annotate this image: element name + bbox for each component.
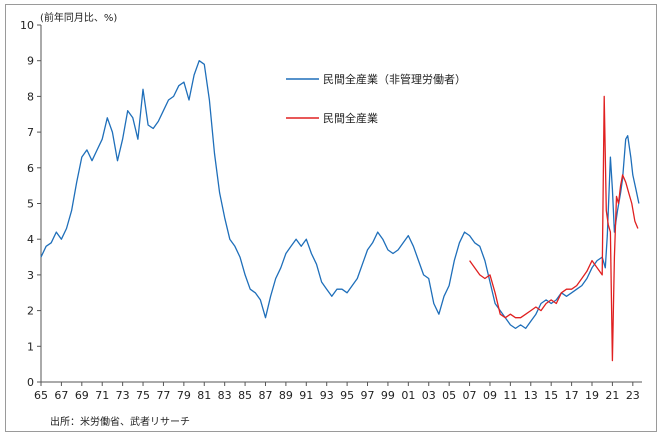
chart-frame: (前年同月比、%) 0 1 2 3 4 5 6 7 8 9 10 65 67 69 71 73 75 77 79 8… xyxy=(5,4,657,432)
x-tick-label: 89 xyxy=(279,389,293,402)
x-tick-label: 73 xyxy=(116,389,130,402)
x-tick-label: 75 xyxy=(136,389,150,402)
x-tick-label: 93 xyxy=(320,389,334,402)
x-tick-label: 87 xyxy=(258,389,272,402)
x-tick-label: 05 xyxy=(442,389,456,402)
y-tick-label: 5 xyxy=(27,198,34,211)
y-tick-label: 3 xyxy=(27,269,34,282)
x-tick-label: 21 xyxy=(605,389,619,402)
x-tick-label: 01 xyxy=(401,389,415,402)
x-tick-label: 11 xyxy=(503,389,517,402)
series-line-1 xyxy=(40,60,640,330)
x-tick-label: 83 xyxy=(218,389,232,402)
y-tick-labels: 0 1 2 3 4 5 6 7 8 9 10 xyxy=(20,19,41,389)
series-lines xyxy=(40,60,640,362)
x-tick-label: 09 xyxy=(483,389,497,402)
legend-label-series-2: 民間全産業 xyxy=(323,111,378,125)
x-tick-label: 23 xyxy=(626,389,640,402)
y-tick-label: 10 xyxy=(20,19,34,32)
x-tick-label: 77 xyxy=(156,389,170,402)
y-tick-label: 2 xyxy=(27,305,34,318)
x-tick-label: 71 xyxy=(95,389,109,402)
x-tick-label: 69 xyxy=(75,389,89,402)
x-tick-label: 17 xyxy=(565,389,579,402)
x-tick-label: 03 xyxy=(422,389,436,402)
x-tick-label: 65 xyxy=(34,389,48,402)
x-tick-label: 67 xyxy=(54,389,68,402)
y-tick-label: 6 xyxy=(27,162,34,175)
x-tick-label: 07 xyxy=(463,389,477,402)
x-tick-label: 91 xyxy=(299,389,313,402)
y-tick-label: 4 xyxy=(27,233,34,246)
x-tick-label: 97 xyxy=(361,389,375,402)
legend-label-series-1: 民間全産業（非管理労働者） xyxy=(323,72,466,86)
x-tick-label: 95 xyxy=(340,389,354,402)
x-tick-label: 85 xyxy=(238,389,252,402)
unit-label: (前年同月比、%) xyxy=(40,11,117,24)
y-tick-label: 1 xyxy=(27,340,34,353)
x-tick-label: 15 xyxy=(544,389,558,402)
series-line-2 xyxy=(469,95,639,362)
x-tick-labels: 65 67 69 71 73 75 77 79 81 83 85 87 89 91 93 95 97 99 01 03… xyxy=(34,382,640,402)
y-tick-label: 9 xyxy=(27,55,34,68)
x-tick-label: 19 xyxy=(585,389,599,402)
source-note: 出所：米労働省、武者リサーチ xyxy=(50,415,190,428)
y-tick-label: 8 xyxy=(27,90,34,103)
legend: 民間全産業（非管理労働者） 民間全産業 xyxy=(286,72,466,125)
x-tick-label: 81 xyxy=(197,389,211,402)
x-tick-label: 99 xyxy=(381,389,395,402)
x-tick-label: 13 xyxy=(524,389,538,402)
x-tick-label: 79 xyxy=(177,389,191,402)
y-tick-label: 7 xyxy=(27,126,34,139)
y-tick-label: 0 xyxy=(27,376,34,389)
